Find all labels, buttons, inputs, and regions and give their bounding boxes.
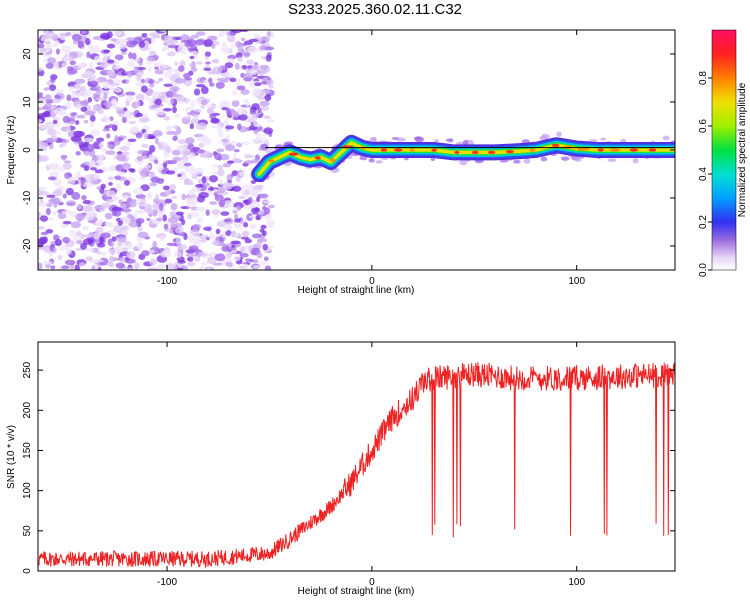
snr-x-tick: 0 [369,577,375,588]
spectrogram-y-tick: -20 [22,238,33,253]
snr-x-label: Height of straight line (km) [298,586,415,597]
spectrogram-y-tick: 20 [22,48,33,60]
snr-frame [37,341,676,572]
snr-y-label: SNR (10 * v/v) [6,425,17,489]
colorbar-axes: 0.0 0.2 0.4 0.6 0.8 [698,71,712,277]
snr-y-tick: 0 [22,568,33,574]
spectrogram-x-tick: 0 [369,276,375,287]
colorbar-tick: 0.0 [698,263,709,277]
colorbar-label: Normalized spectral amplitude [737,82,748,217]
snr-y-tick: 150 [22,442,33,459]
snr-x-tick: 100 [568,577,585,588]
snr-y-tick: 200 [22,402,33,419]
spectrogram-y-label: Frequency (Hz) [6,116,17,185]
colorbar-tick: 0.2 [698,215,709,229]
spectrogram-panel [38,30,675,270]
colorbar-tick: 0.6 [698,119,709,133]
track-peaks [268,143,657,163]
spectrogram-x-tick: -100 [157,276,177,287]
snr-panel [38,362,675,569]
snr-series-line [38,362,675,569]
snr-x-tick: -100 [157,577,177,588]
chart-title: S233.2025.360.02.11.C32 [288,1,462,18]
spectrogram-y-tick: 10 [22,96,33,108]
noise-speckle-field [38,30,276,270]
spectrogram-x-tick: 100 [568,276,585,287]
snr-y-tick: 100 [22,482,33,499]
spectrogram-y-tick: -10 [22,190,33,205]
track-layer-yellow [257,141,675,176]
spectrogram-y-tick: 0 [22,147,33,153]
snr-axes: -100 0 100 0 50 100 150 200 250 [22,342,675,588]
snr-y-tick: 250 [22,361,33,378]
snr-y-tick: 50 [22,525,33,537]
colorbar-tick: 0.4 [698,167,709,181]
spectrogram-x-label: Height of straight line (km) [298,285,415,296]
colorbar [711,29,737,271]
colorbar-tick: 0.8 [698,71,709,85]
